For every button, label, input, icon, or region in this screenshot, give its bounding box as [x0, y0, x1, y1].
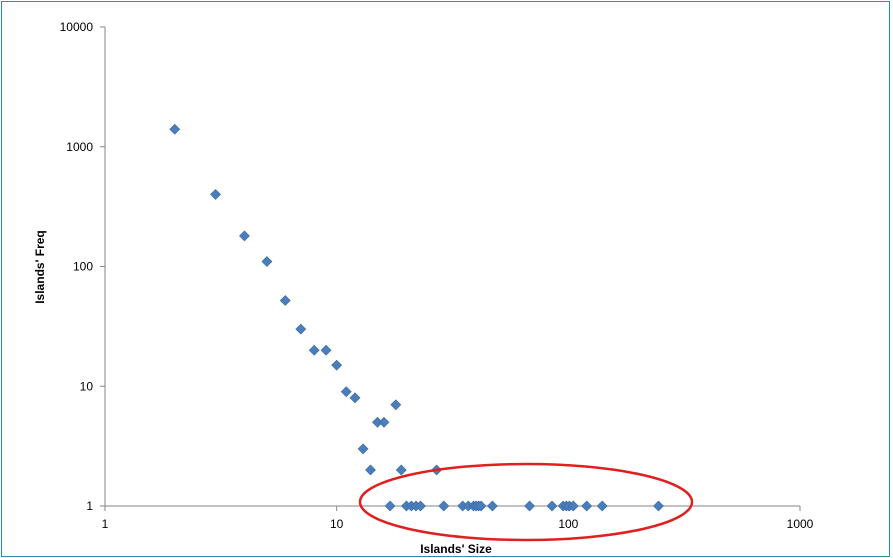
- data-point: [261, 256, 273, 267]
- data-point: [357, 443, 369, 455]
- data-point: [384, 500, 396, 512]
- data-point: [524, 500, 535, 512]
- axes: [100, 26, 801, 511]
- data-point: [239, 230, 250, 242]
- data-point: [295, 323, 307, 335]
- y-tick-label: 100: [73, 260, 93, 274]
- data-point: [331, 359, 343, 371]
- data-point: [320, 344, 332, 356]
- x-tick-label: 1000: [787, 517, 814, 531]
- y-tick-label: 1000: [66, 140, 93, 154]
- data-point: [475, 500, 487, 512]
- data-point: [210, 188, 221, 200]
- y-axis-title: Islands' Freq: [33, 230, 47, 304]
- data-point: [438, 500, 450, 512]
- data-point: [596, 500, 608, 512]
- data-point: [653, 500, 664, 512]
- y-tick-label: 1: [86, 499, 93, 513]
- data-point: [415, 500, 426, 512]
- tick-labels: 1 10 100 1000 10000 1 10 100 1000: [60, 20, 814, 531]
- highlight-ellipse: [358, 462, 694, 542]
- data-point: [581, 500, 593, 512]
- data-point: [378, 416, 390, 428]
- data-point: [365, 464, 376, 476]
- x-tick-label: 100: [558, 517, 578, 531]
- y-tick-label: 10: [80, 379, 94, 393]
- data-point: [486, 500, 498, 512]
- data-point: [567, 500, 579, 512]
- x-tick-label: 10: [330, 517, 344, 531]
- y-tick-label: 10000: [60, 20, 94, 34]
- data-point: [169, 123, 181, 135]
- data-point: [340, 386, 352, 398]
- data-point: [390, 399, 402, 411]
- data-points: [169, 123, 664, 512]
- x-tick-label: 1: [102, 517, 109, 531]
- annotations: [358, 462, 694, 542]
- data-point: [349, 392, 361, 404]
- data-point: [308, 344, 320, 356]
- data-point: [546, 500, 558, 512]
- data-point: [279, 295, 291, 306]
- data-point: [395, 464, 407, 476]
- x-axis-title: Islands' Size: [420, 542, 492, 556]
